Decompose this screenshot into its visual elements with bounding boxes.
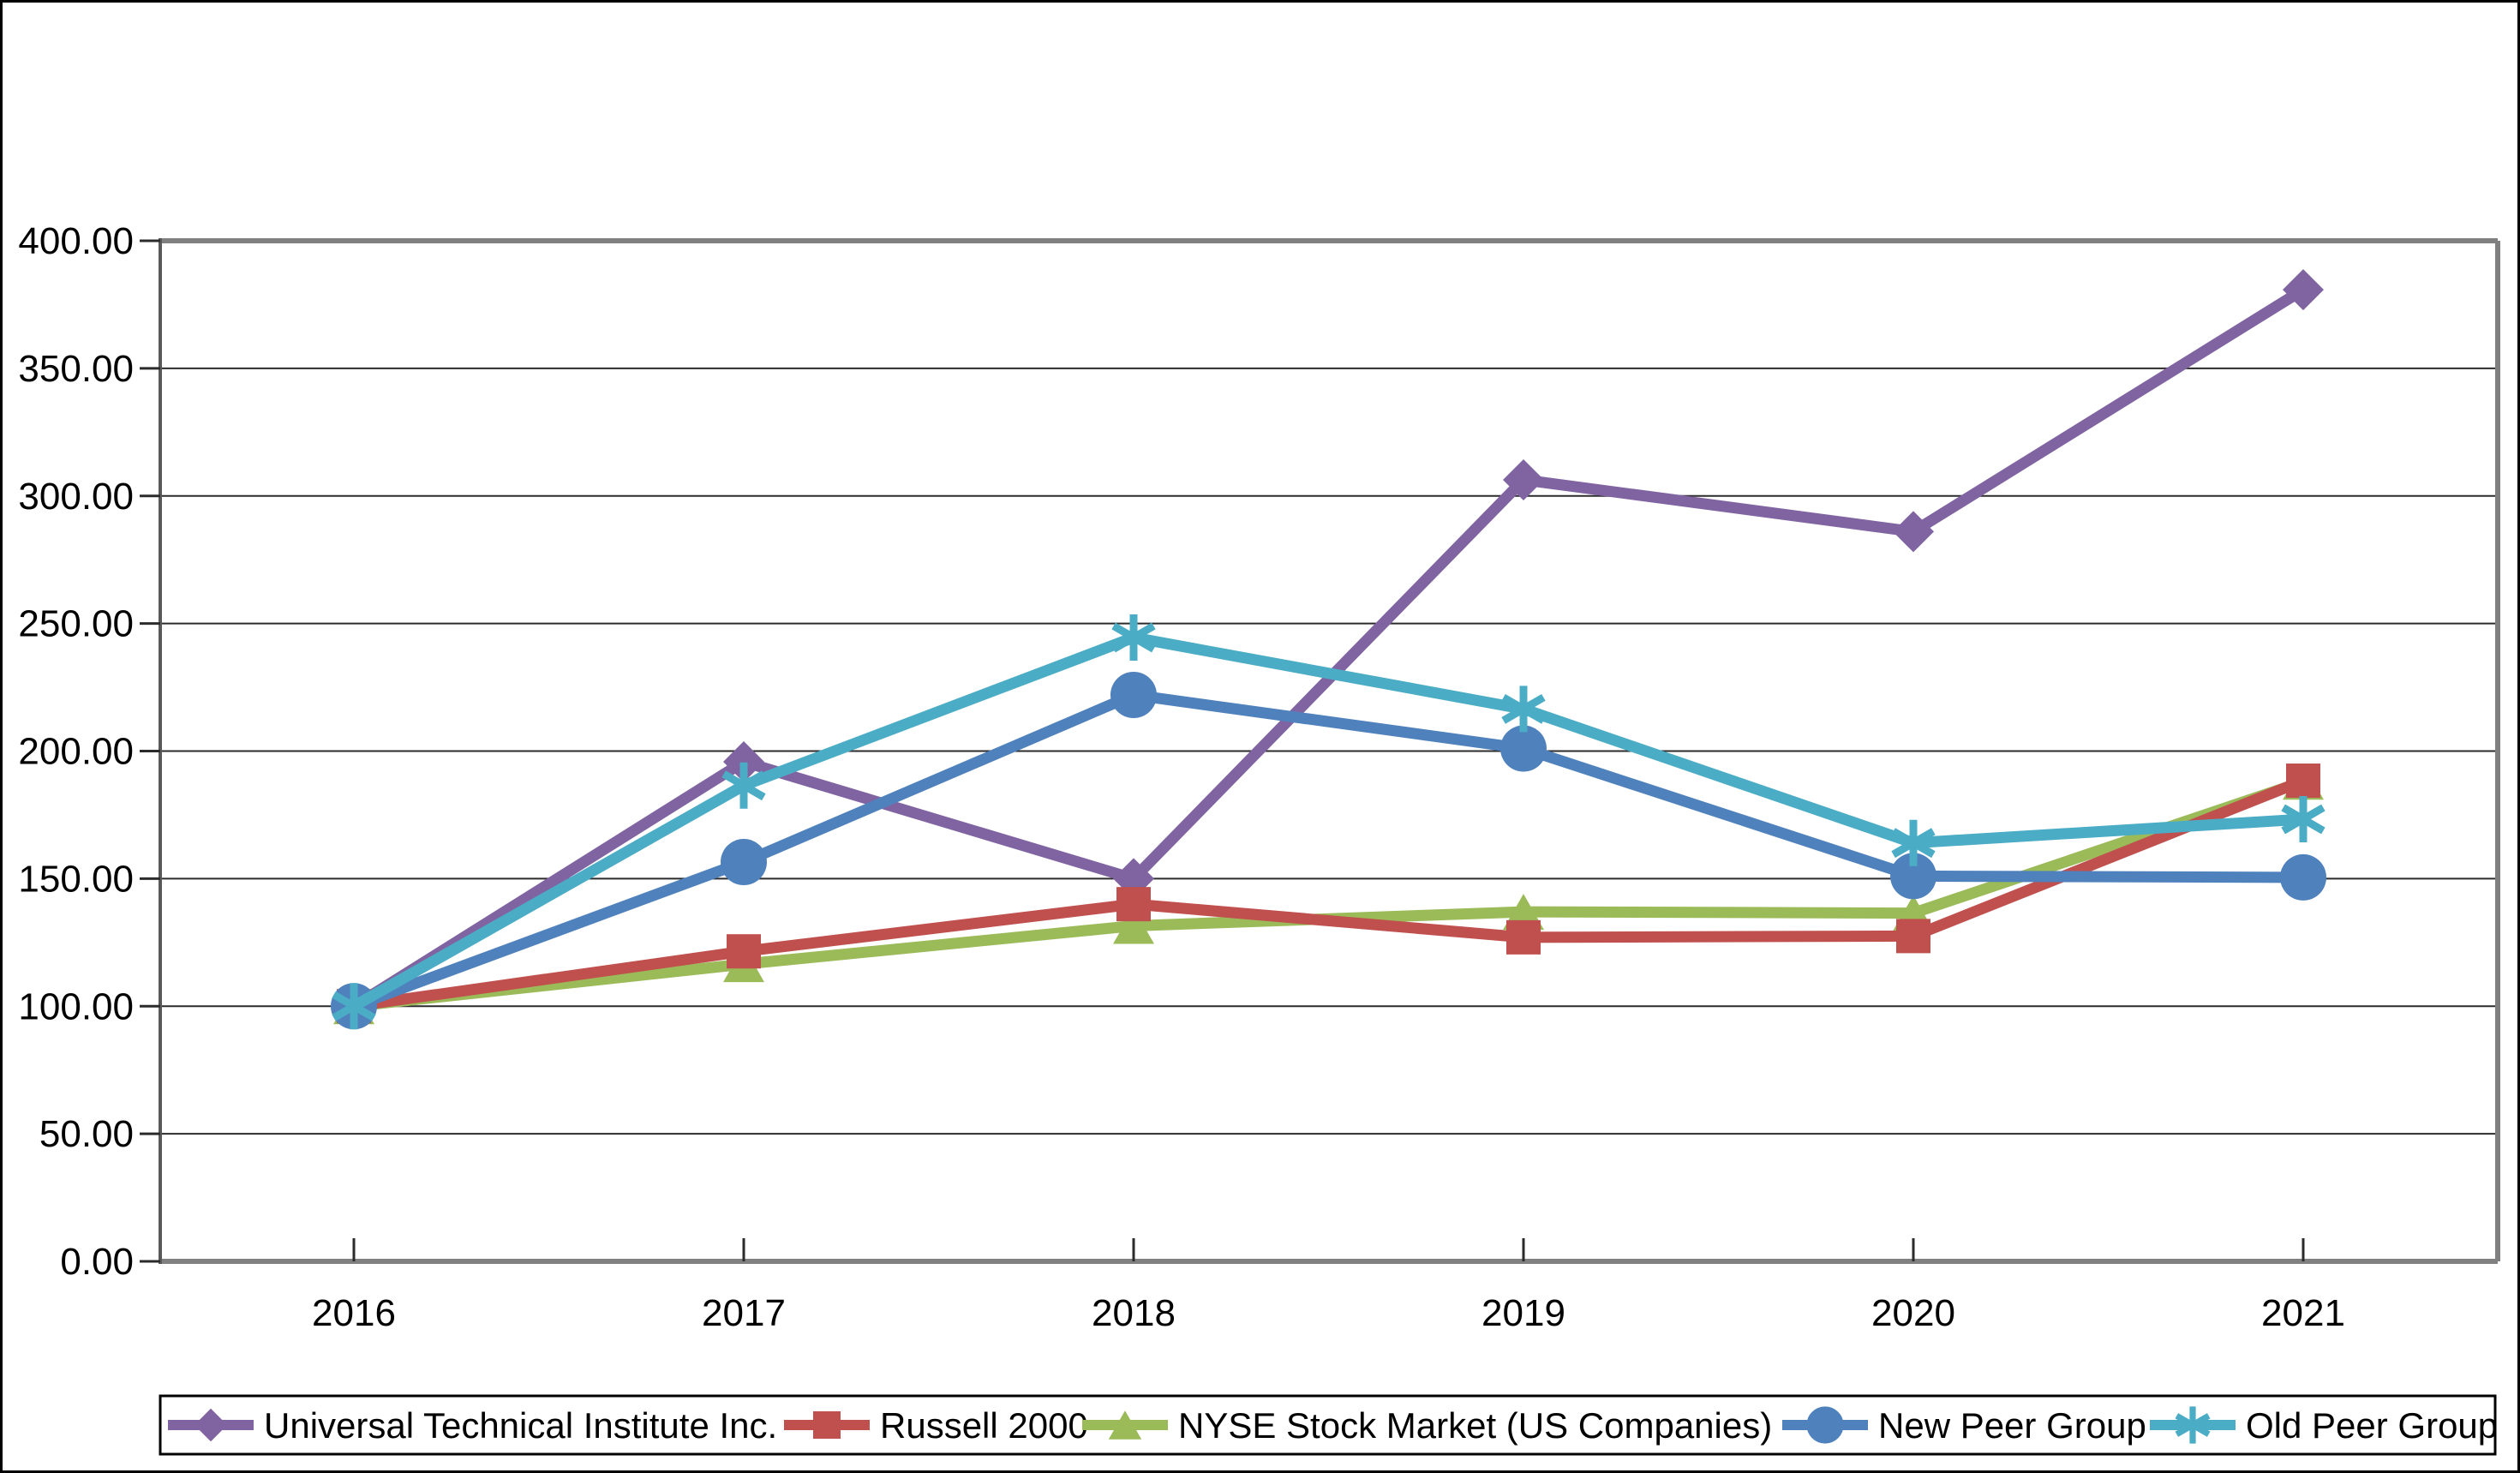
y-tick-label-250.00: 250.00: [18, 603, 134, 645]
series-0-marker-2020: [1893, 511, 1934, 553]
series-4-marker-2020-arm2: [1891, 828, 1936, 859]
legend-asterisk-icon-arm2: [2175, 1413, 2211, 1437]
y-tick-label-150.00: 150.00: [18, 858, 134, 900]
series-1-marker-2018: [1116, 887, 1151, 922]
y-tick-label-300.00: 300.00: [18, 476, 134, 518]
series-line-4: [350, 632, 2304, 1011]
series-4-marker-2017-arm2: [721, 770, 766, 801]
y-tick-label-400.00: 400.00: [18, 220, 134, 262]
series-line-1: [353, 775, 2306, 1012]
series-3-marker-2021: [2280, 853, 2326, 901]
x-tick-label-2020: 2020: [1871, 1292, 1955, 1334]
legend-label-2: NYSE Stock Market (US Companies): [1178, 1405, 1772, 1446]
y-tick-label-0.00: 0.00: [60, 1241, 134, 1283]
legend-circle-icon: [1806, 1406, 1844, 1444]
y-tick-label-350.00: 350.00: [18, 348, 134, 390]
series-4-marker-2016-arm2: [332, 991, 376, 1021]
series-3-marker-2019: [1500, 725, 1547, 772]
x-tick-label-2017: 2017: [702, 1292, 786, 1334]
series-0-marker-2019: [1503, 458, 1544, 500]
x-tick-label-2016: 2016: [312, 1292, 396, 1334]
series-4-marker-2019-arm2: [1501, 693, 1546, 724]
series-1-marker-2020: [1896, 919, 1930, 954]
x-tick-label-2019: 2019: [1481, 1292, 1565, 1334]
series-4-marker-2018-arm2: [1111, 622, 1156, 653]
legend-triangle-icon: [1108, 1410, 1142, 1440]
series-4-marker-2021-arm2: [2281, 804, 2325, 835]
series-0-marker-2021: [2283, 269, 2324, 311]
legend-label-3: New Peer Group: [1878, 1405, 2146, 1446]
legend-square-icon: [813, 1411, 841, 1439]
legend-diamond-icon: [194, 1408, 228, 1442]
series-0-marker-2017: [723, 741, 764, 783]
series-3-marker-2020: [1890, 853, 1936, 900]
series-1-marker-2017: [727, 934, 761, 969]
series-3-marker-2018: [1110, 671, 1157, 718]
legend-label-4: Old Peer Group: [2246, 1405, 2498, 1446]
series-3-marker-2017: [721, 839, 767, 886]
series-2-marker-2018: [1113, 907, 1154, 944]
x-tick-label-2018: 2018: [1092, 1292, 1176, 1334]
legend-box: [159, 1394, 2497, 1456]
series-line-0: [350, 284, 2307, 1011]
series-1-marker-2019: [1506, 919, 1541, 955]
y-tick-label-50.00: 50.00: [39, 1113, 134, 1155]
y-tick-label-100.00: 100.00: [18, 985, 134, 1027]
series-line-3: [351, 689, 2304, 1012]
series-1-marker-2021: [2286, 763, 2320, 799]
legend-label-1: Russell 2000: [880, 1405, 1088, 1446]
y-tick-label-200.00: 200.00: [18, 731, 134, 773]
legend-label-0: Universal Technical Institute Inc.: [264, 1405, 777, 1446]
x-tick-label-2021: 2021: [2261, 1292, 2345, 1334]
